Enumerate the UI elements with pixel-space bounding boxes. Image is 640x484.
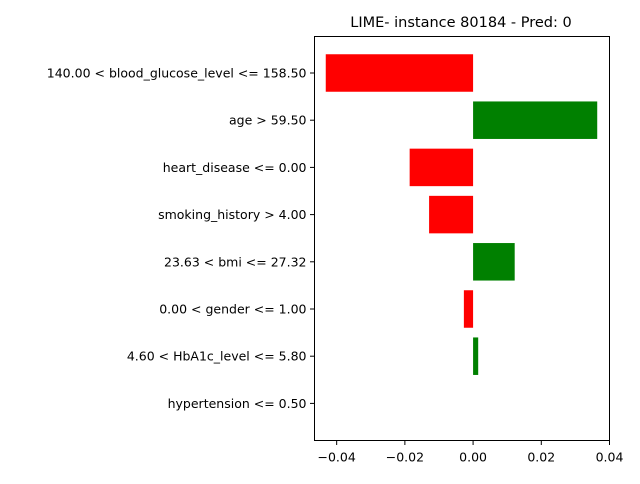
bar — [473, 101, 598, 139]
bar — [409, 148, 474, 187]
x-tick-label: −0.04 — [318, 450, 356, 465]
y-tick-label: 140.00 < blood_glucose_level <= 158.50 — [47, 66, 307, 81]
y-tick-label: heart_disease <= 0.00 — [163, 160, 307, 175]
bar — [473, 337, 479, 375]
y-tick-label: age > 59.50 — [229, 113, 307, 128]
y-tick-labels: 140.00 < blood_glucose_level <= 158.50 ag… — [47, 66, 315, 411]
bar — [429, 195, 474, 234]
bars-layer — [325, 54, 598, 375]
y-tick-label: 4.60 < HbA1c_level <= 5.80 — [127, 349, 307, 364]
x-tick-label: 0.02 — [527, 450, 555, 465]
y-tick-label: 23.63 < bmi <= 27.32 — [164, 254, 306, 269]
chart-title: LIME- instance 80184 - Pred: 0 — [350, 15, 571, 31]
y-tick-label: 0.00 < gender <= 1.00 — [159, 302, 306, 317]
x-tick-label: 0.00 — [459, 450, 487, 465]
y-tick-label: hypertension <= 0.50 — [168, 396, 307, 411]
y-tick-label: smoking_history > 4.00 — [158, 207, 306, 222]
plot-frame — [314, 36, 610, 441]
x-tick-label: −0.02 — [386, 450, 424, 465]
bar — [325, 54, 474, 92]
x-axis-ticks: −0.04 −0.02 0.00 0.02 0.04 — [318, 440, 624, 465]
x-tick-label: 0.04 — [596, 450, 624, 465]
bar — [473, 243, 515, 281]
bar — [463, 290, 474, 328]
